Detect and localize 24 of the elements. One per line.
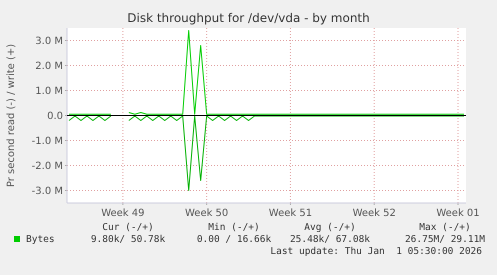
y-tick-label: -2.0 M — [32, 161, 63, 172]
text: Cur (-/+) — [102, 222, 154, 233]
text: Avg (-/+) — [304, 222, 356, 233]
y-tick-label: 0.0 — [47, 111, 63, 122]
text: 0.00 / 16.66k — [196, 234, 272, 245]
x-tick-label: Week 49 — [101, 208, 145, 219]
y-tick-label: 2.0 M — [35, 61, 63, 72]
x-tick-label: Week 52 — [352, 208, 396, 219]
chart-title: Disk throughput for /dev/vda - by month — [127, 11, 370, 25]
y-tick-label: 1.0 M — [35, 86, 63, 97]
y-tick-label: 3.0 M — [35, 36, 63, 47]
text: 9.80k/ 50.78k — [90, 234, 166, 245]
text: Max (-/+) — [419, 222, 471, 233]
legend-label: Bytes — [26, 234, 55, 245]
text: 26.75M/ 29.11M — [404, 234, 486, 245]
text: Min (-/+) — [208, 222, 260, 233]
x-tick-label: Week 51 — [268, 208, 312, 219]
text: 25.48k/ 67.08k — [290, 234, 370, 245]
y-tick-label: -3.0 M — [32, 186, 63, 197]
x-tick-label: Week 01 — [436, 208, 480, 219]
y-axis-title: Pr second read (-) / write (+) — [6, 44, 17, 188]
y-tick-label: -1.0 M — [32, 136, 63, 147]
x-tick-label: Week 50 — [184, 208, 228, 219]
text: Last update: Thu Jan 1 05:30:00 2026 — [270, 246, 482, 257]
